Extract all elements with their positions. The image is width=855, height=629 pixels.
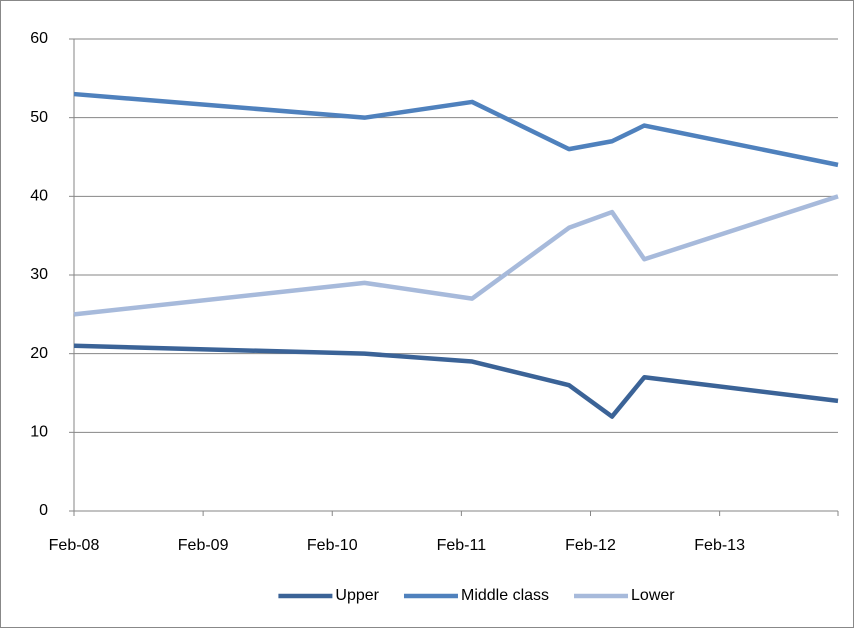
series-line <box>73 194 839 317</box>
x-tick-label: Feb-09 <box>178 537 229 554</box>
legend-item: Middle class <box>403 587 549 604</box>
series-line <box>73 91 839 168</box>
x-tick-label: Feb-08 <box>49 537 100 554</box>
legend-item: Lower <box>574 587 675 604</box>
y-tick-label: 0 <box>39 502 48 519</box>
legend-label: Lower <box>631 587 675 604</box>
x-tick-label: Feb-12 <box>565 537 616 554</box>
x-tick-label: Feb-11 <box>437 537 487 554</box>
series-line <box>73 343 839 419</box>
y-tick-label: 40 <box>30 188 48 205</box>
x-tick-label: Feb-13 <box>694 537 745 554</box>
x-tick-label: Feb-10 <box>307 537 358 554</box>
legend-item: Upper <box>278 587 380 604</box>
legend-label: Middle class <box>461 587 549 604</box>
y-tick-label: 50 <box>30 109 48 126</box>
y-tick-label: 60 <box>30 30 48 47</box>
y-tick-label: 20 <box>30 345 48 362</box>
legend-label: Upper <box>335 587 379 604</box>
y-tick-label: 30 <box>30 266 48 283</box>
y-tick-label: 10 <box>30 424 48 441</box>
